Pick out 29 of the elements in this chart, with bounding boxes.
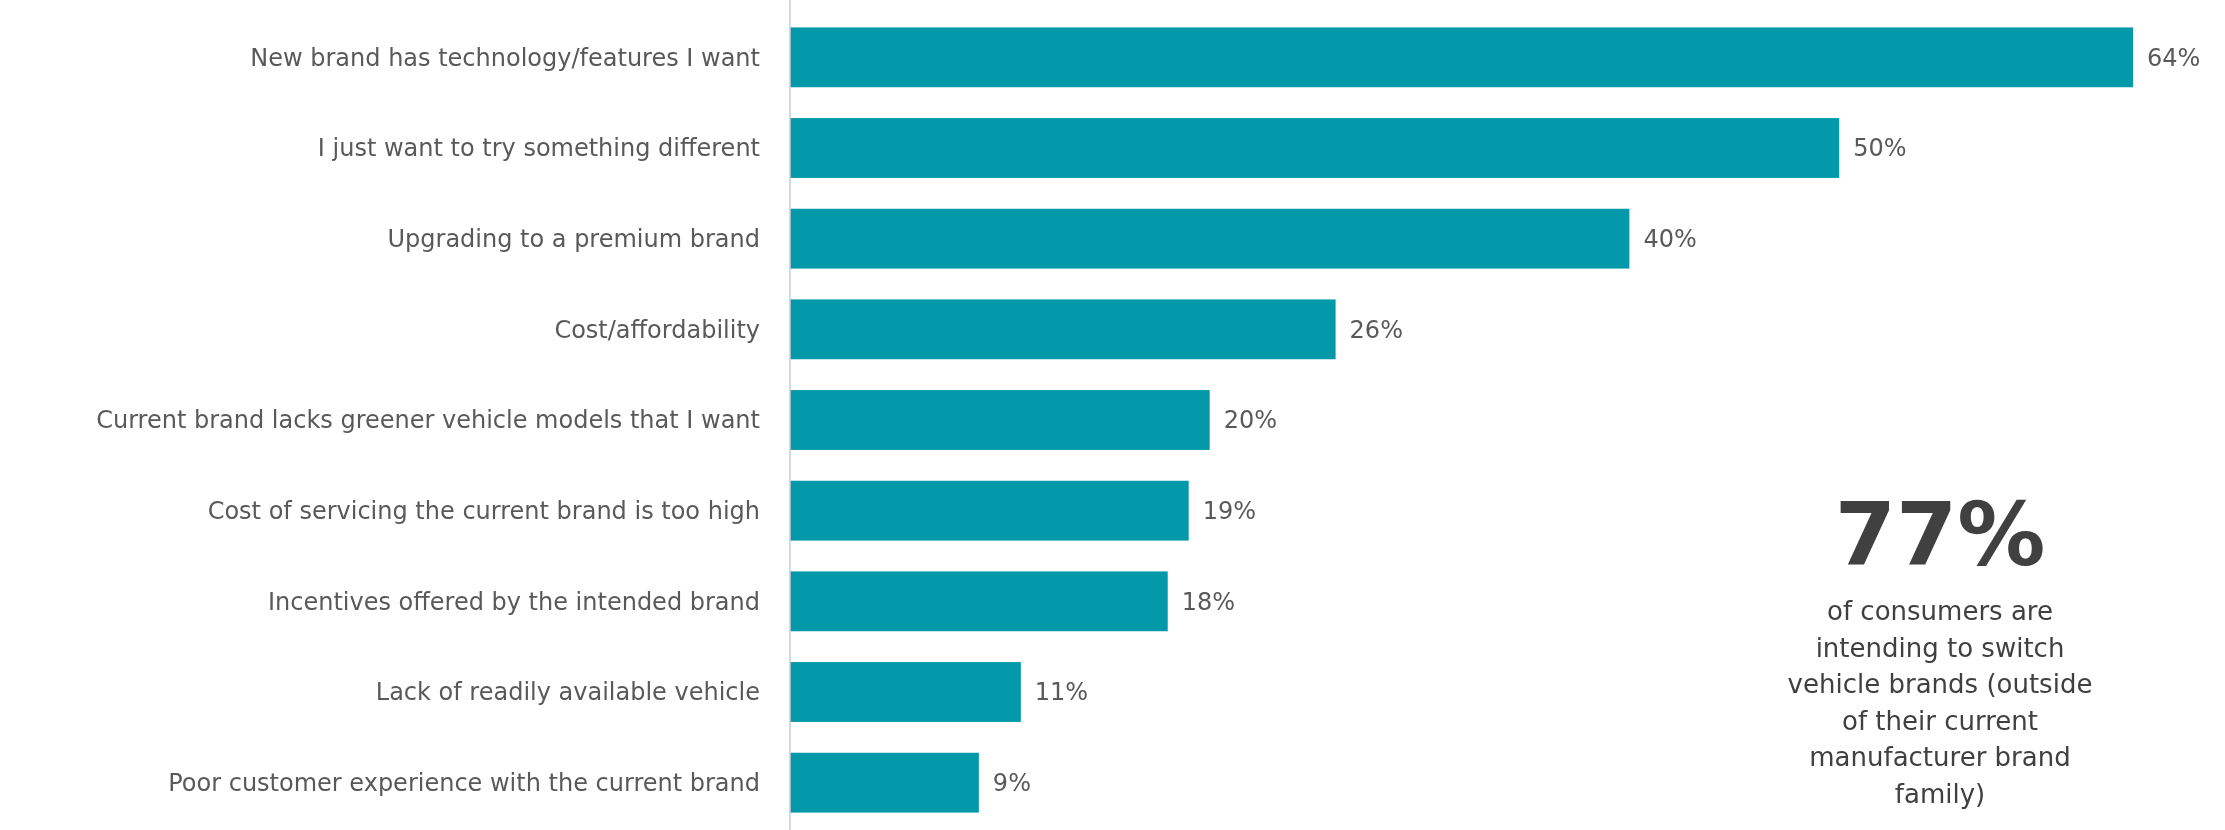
bar: [790, 390, 1210, 450]
data-label: 20%: [1223, 406, 1278, 435]
data-label: 50%: [1853, 134, 1907, 163]
data-label: 64%: [2147, 43, 2201, 72]
y-tick-label: New brand has technology/features I want: [250, 43, 760, 72]
data-label: 9%: [992, 769, 1031, 798]
bar: [790, 27, 2133, 88]
bar: [790, 208, 1630, 269]
data-label: 11%: [1034, 678, 1089, 707]
y-tick-label: Poor customer experience with the current brand: [168, 769, 760, 798]
y-tick-label: Incentives offered by the intended brand: [267, 587, 760, 616]
bar: [790, 571, 1168, 632]
y-tick-label: I just want to try something different: [317, 134, 760, 163]
data-label: 18%: [1181, 587, 1236, 616]
y-tick-label: Current brand lacks greener vehicle models that I want: [96, 406, 760, 435]
y-tick-label: Cost of servicing the current brand is too high: [207, 497, 760, 526]
y-tick-label: Cost/affordability: [554, 315, 760, 344]
y-tick-label: Upgrading to a premium brand: [387, 225, 760, 254]
data-label: 40%: [1643, 225, 1697, 254]
bar: [790, 299, 1336, 360]
data-label: 26%: [1349, 315, 1403, 344]
bar: [790, 752, 979, 813]
annotation: 77%: [1834, 483, 2046, 586]
annotation: of consumers are intending to switch vehicle brands (outside of their current manufacturer brand family): [1787, 596, 2093, 809]
bar: [790, 480, 1189, 541]
y-tick-label: Lack of readily available vehicle: [375, 678, 760, 707]
data-label: 19%: [1202, 497, 1257, 526]
bar: [790, 118, 1840, 178]
bar: [790, 662, 1021, 722]
